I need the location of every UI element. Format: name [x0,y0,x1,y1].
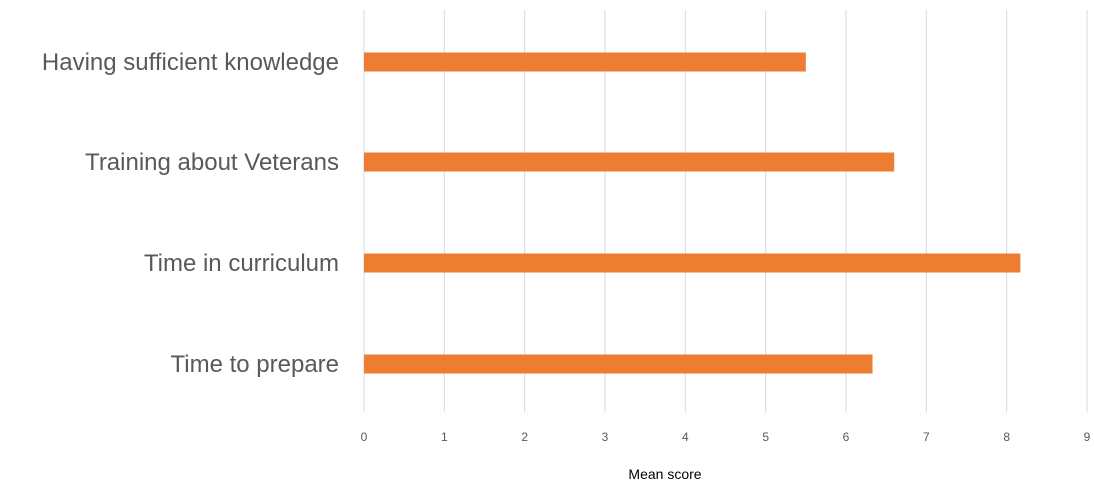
x-tick-label: 3 [602,430,609,444]
category-label: Time to prepare [170,351,339,378]
x-tick-label: 6 [843,430,850,444]
category-label: Having sufficient knowledge [42,49,339,76]
x-tick-label: 0 [361,430,368,444]
x-tick-label: 5 [762,430,769,444]
x-tick-label: 1 [441,430,448,444]
bar [364,253,1021,273]
bars [364,52,1021,374]
category-label: Training about Veterans [85,149,339,176]
x-tick-label: 9 [1084,430,1091,444]
category-labels: Having sufficient knowledge Training abou… [42,49,339,378]
bar [364,52,806,72]
bar [364,152,895,172]
x-tick-label: 4 [682,430,689,444]
bar [364,354,873,374]
x-tick-label: 8 [1003,430,1010,444]
x-tick-label: 7 [923,430,930,444]
x-axis-title: Mean score [628,466,701,482]
x-tick-label: 2 [521,430,528,444]
category-label: Time in curriculum [144,250,339,277]
x-tick-labels: 0 1 2 3 4 5 6 7 8 9 [361,430,1091,444]
gridlines [363,10,1088,412]
